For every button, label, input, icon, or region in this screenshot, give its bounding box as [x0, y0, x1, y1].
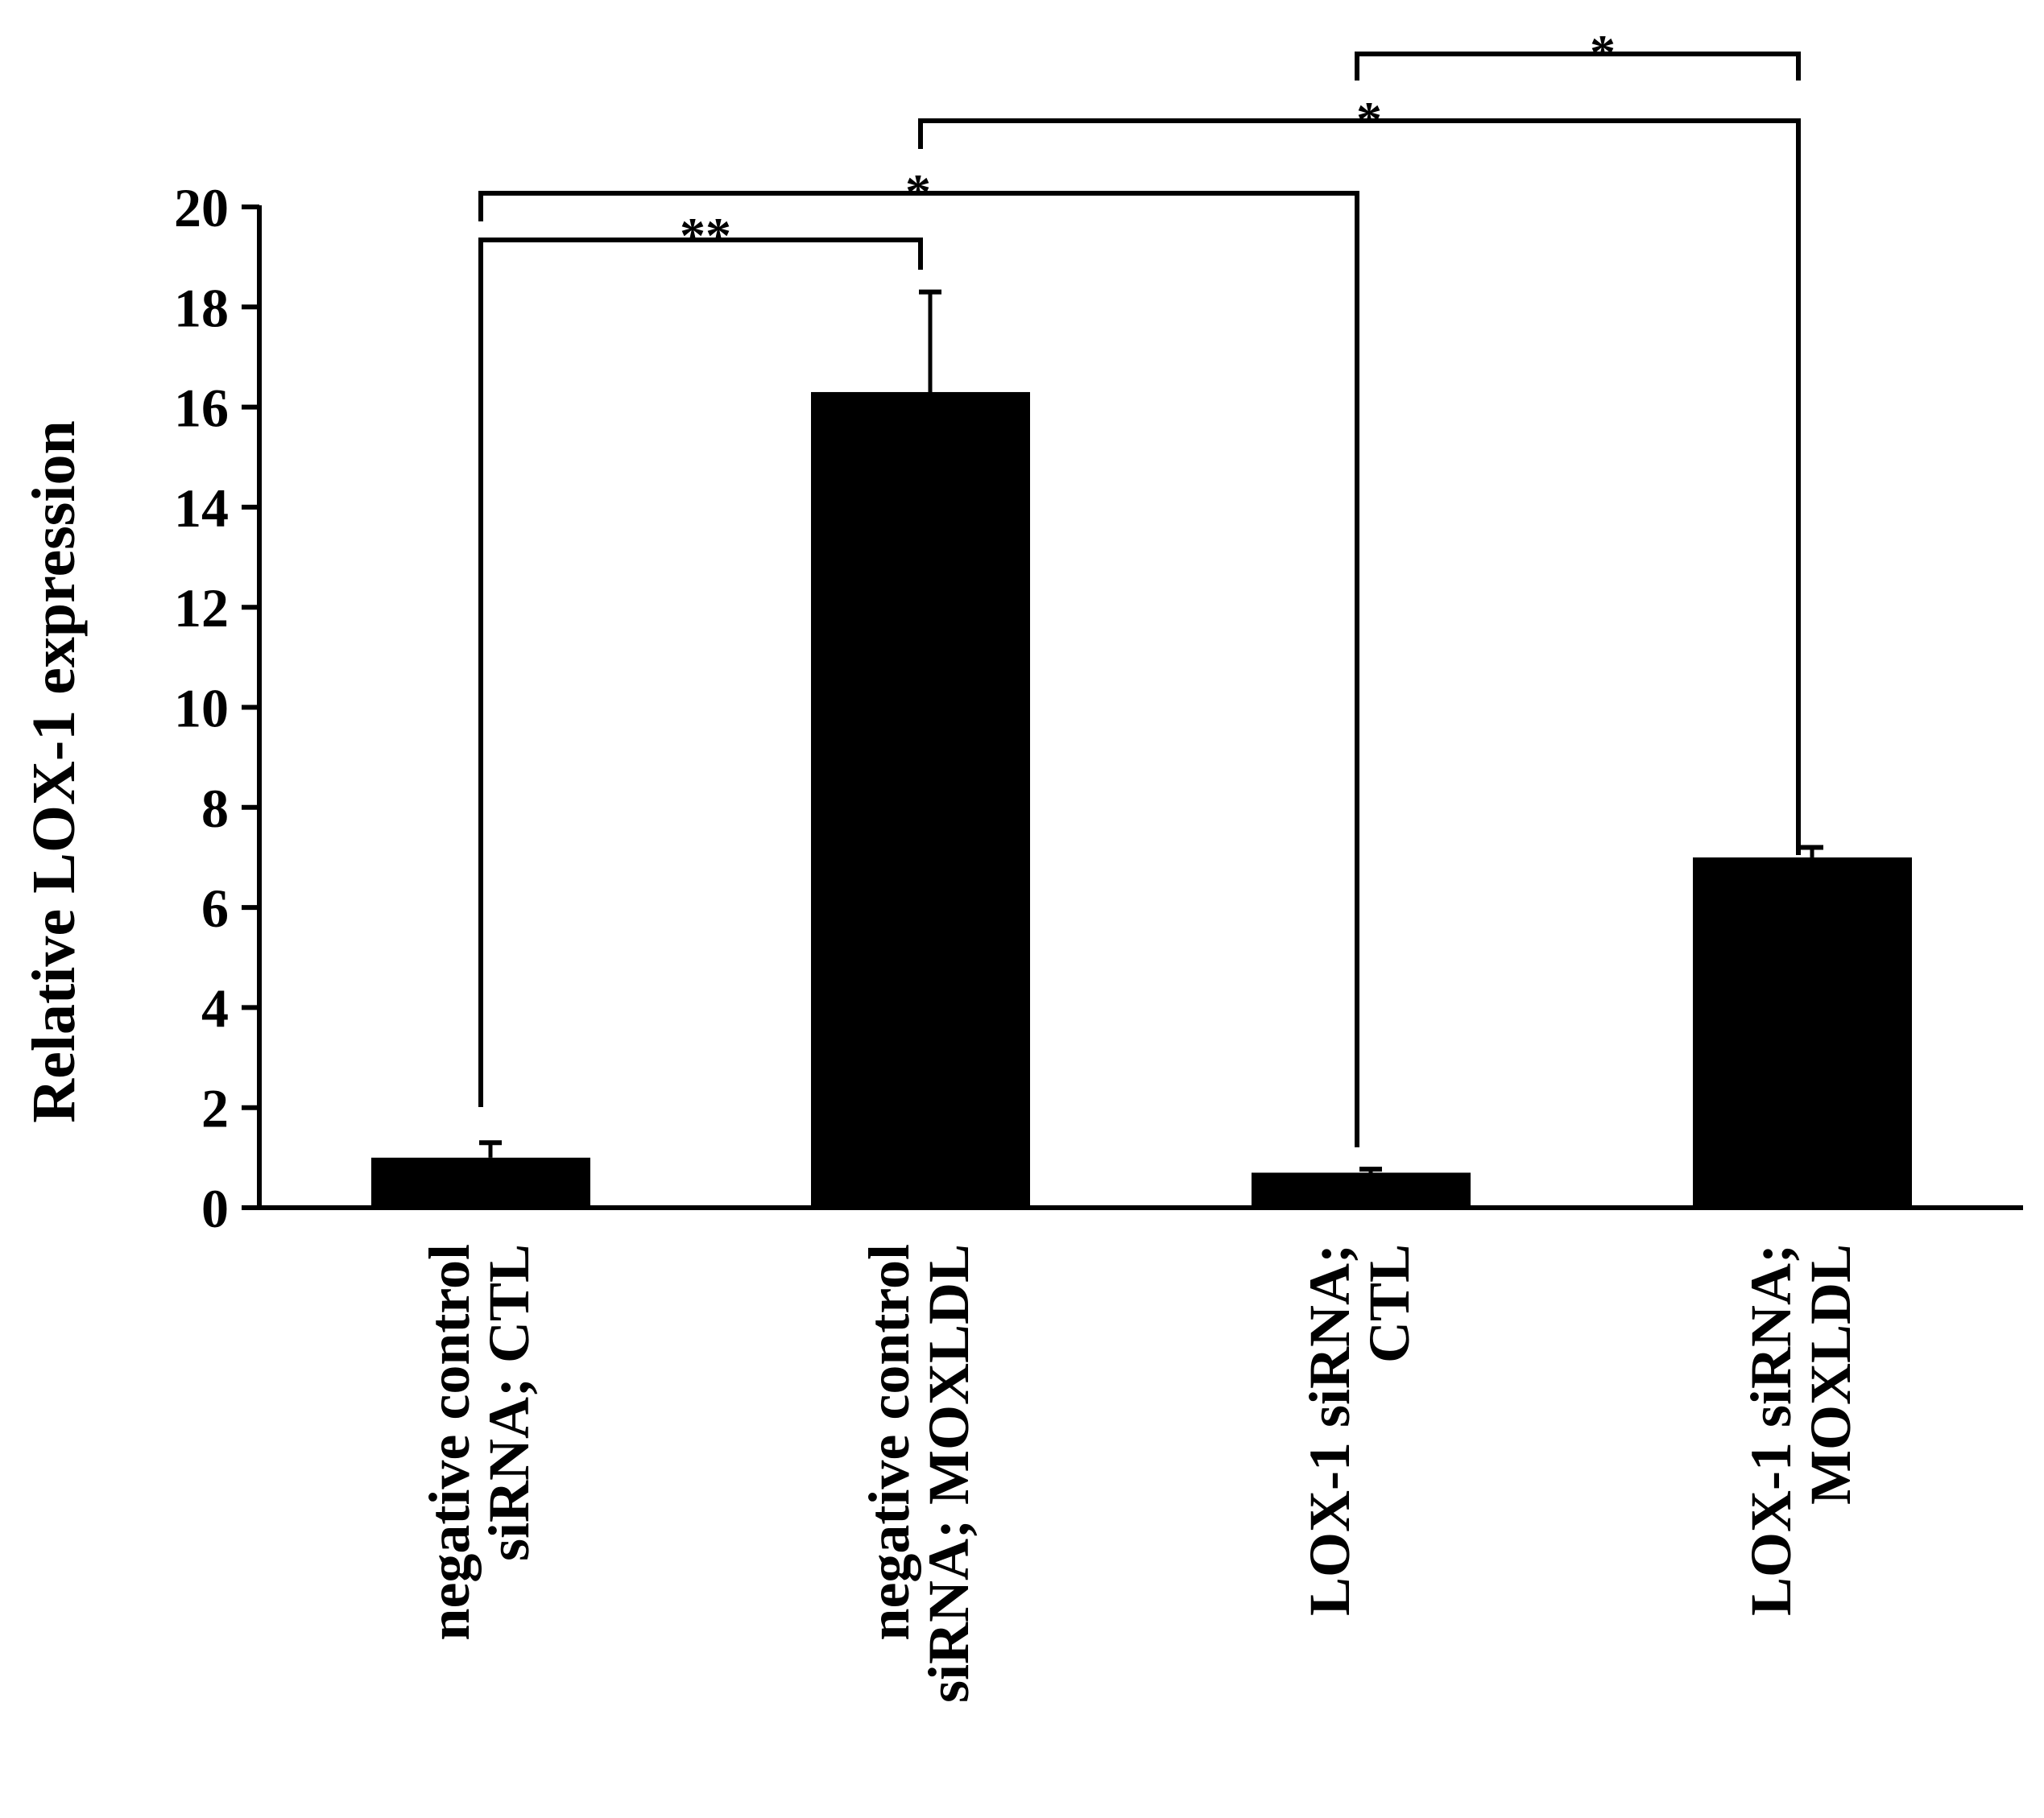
significance-label-3: *	[1590, 24, 1616, 81]
category-label-1-line-0: negative control	[857, 1244, 921, 1641]
category-label-3-line-1: MOXLDL	[1798, 1244, 1863, 1505]
significance-line-2	[918, 118, 1801, 855]
category-label-2: LOX-1 siRNA;CTL	[1297, 1244, 1421, 1616]
significance-line-1	[478, 191, 1359, 1147]
category-label-1-line-1: siRNA; MOXLDL	[916, 1244, 981, 1703]
y-tick-label-10: 10	[174, 678, 229, 739]
significance-line-3	[1355, 52, 1801, 81]
significance-bracket-3: *	[1355, 24, 1801, 81]
y-tick-label-14: 14	[174, 477, 229, 539]
y-tick-label-18: 18	[174, 277, 229, 338]
category-label-2-line-1: CTL	[1357, 1244, 1421, 1363]
category-label-2-line-0: LOX-1 siRNA;	[1297, 1244, 1362, 1616]
category-label-0-line-0: negative control	[417, 1244, 482, 1641]
y-tick-label-12: 12	[174, 577, 229, 638]
significance-label-2: *	[1356, 91, 1382, 148]
significance-line-0	[478, 238, 923, 1107]
bar-2	[1252, 1172, 1471, 1208]
category-label-0-line-1: siRNA; CTL	[477, 1244, 541, 1561]
y-tick-label-6: 6	[201, 878, 229, 939]
category-label-3-line-0: LOX-1 siRNA;	[1739, 1244, 1803, 1616]
y-tick-label-4: 4	[201, 977, 229, 1039]
y-tick-label-0: 0	[201, 1178, 229, 1239]
significance-label-0: **	[680, 207, 731, 264]
significance-label-1: *	[905, 163, 931, 221]
bar-3	[1693, 857, 1912, 1208]
bars-layer	[371, 391, 1912, 1209]
y-tick-label-2: 2	[201, 1078, 229, 1139]
significance-bracket-0: **	[478, 207, 923, 1107]
significance-layer: *****	[478, 24, 1801, 1147]
y-axis-title: Relative LOX-1 expression	[20, 420, 88, 1123]
bar-1	[811, 391, 1030, 1209]
bar-0	[371, 1157, 590, 1208]
y-tick-label-16: 16	[174, 378, 229, 439]
y-tick-label-20: 20	[174, 177, 229, 238]
significance-bracket-2: *	[918, 91, 1801, 855]
y-tick-label-8: 8	[201, 778, 229, 839]
category-label-3: LOX-1 siRNA;MOXLDL	[1739, 1244, 1863, 1616]
error-bars-layer	[479, 289, 1823, 1173]
labels-layer: 0 2 4 6 8 10 12 14 16 18 20 Relative LOX-1 expressi…	[20, 177, 1863, 1703]
significance-bracket-1: *	[478, 163, 1359, 1147]
